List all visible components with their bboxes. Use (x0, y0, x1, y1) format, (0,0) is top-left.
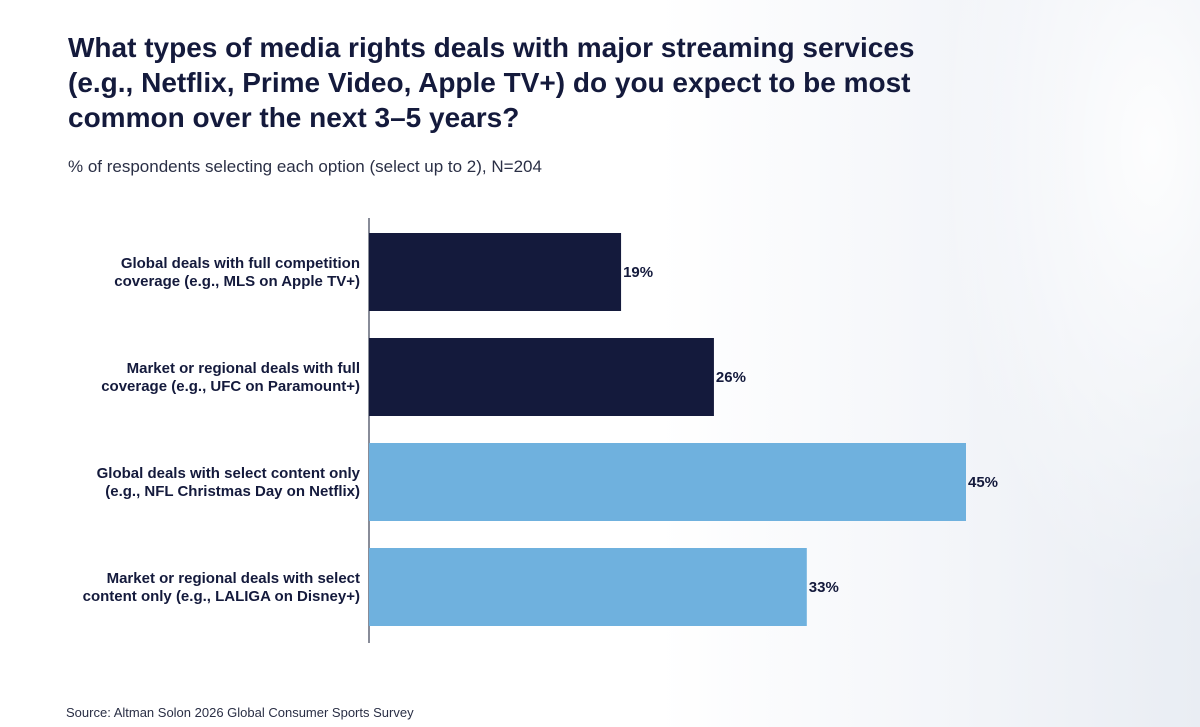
category-label-line: coverage (e.g., MLS on Apple TV+) (114, 273, 360, 290)
bars-group: 19%Global deals with full competition cov… (83, 233, 998, 626)
category-label-line: (e.g., NFL Christmas Day on Netflix) (105, 483, 360, 500)
value-label-3: 45% (968, 474, 998, 491)
category-label-2: Market or regional deals with full covera… (101, 360, 360, 395)
chart-subtitle: % of respondents selecting each option (… (68, 157, 542, 176)
category-label-4: Market or regional deals with select cont… (83, 570, 360, 605)
bar-1 (369, 233, 622, 311)
bar-2 (369, 338, 714, 416)
category-label-line: Global deals with full competition (121, 255, 360, 272)
category-label-3: Global deals with select content only (e.… (97, 465, 361, 500)
chart-title: What types of media rights deals with ma… (68, 32, 915, 133)
value-label-1: 19% (623, 264, 653, 281)
value-label-4: 33% (809, 579, 839, 596)
category-label-line: Global deals with select content only (97, 465, 361, 482)
bar-4 (369, 548, 807, 626)
category-label-line: coverage (e.g., UFC on Paramount+) (101, 378, 360, 395)
category-label-line: Market or regional deals with select (107, 570, 360, 587)
category-label-line: content only (e.g., LALIGA on Disney+) (83, 588, 360, 605)
category-label-line: Market or regional deals with full (127, 360, 360, 377)
source-note: Source: Altman Solon 2026 Global Consume… (66, 705, 414, 720)
bar-3 (369, 443, 966, 521)
category-label-1: Global deals with full competition covera… (114, 255, 360, 290)
value-label-2: 26% (716, 369, 746, 386)
